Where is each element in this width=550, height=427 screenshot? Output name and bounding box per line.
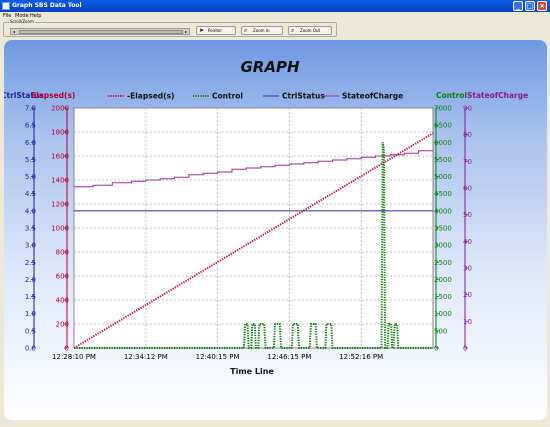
axis-tick-label: 3500 — [434, 225, 452, 233]
series-line-3 — [74, 150, 433, 188]
axis-tick-label: 5000 — [434, 173, 452, 181]
axis-tick-label: 60 — [463, 185, 472, 193]
axis-tick-label: 2000 — [434, 276, 452, 284]
x-tick-label: 12:40:15 PM — [196, 353, 240, 361]
scrollbar-thumb[interactable] — [19, 30, 183, 34]
pointer-button[interactable]: ➤ Pointer — [196, 26, 236, 35]
x-axis-label: Time Line — [230, 367, 274, 376]
axis-tick-label: 80 — [463, 131, 472, 139]
zoom-out-button[interactable]: ⌕ Zoom Out — [288, 26, 332, 35]
axis-tick-label: 3.0 — [25, 242, 36, 250]
x-tick-label: 12:46:15 PM — [267, 353, 311, 361]
axis-tick-label: 200 — [56, 321, 69, 329]
pointer-icon: ➤ — [199, 27, 205, 34]
axis-tick-label: 4500 — [434, 190, 452, 198]
scroll-zoom-label: Scroll/Zoom — [9, 19, 35, 24]
axis-tick-label: 1000 — [51, 225, 69, 233]
menu-bar: File Mode Help — [0, 12, 550, 21]
pointer-label: Pointer — [208, 28, 223, 33]
zoom-out-label: Zoom Out — [300, 28, 321, 33]
legend-label: StateofCharge — [342, 92, 403, 101]
axis-tick-label: 3.5 — [25, 225, 36, 233]
axis-tick-label: 1800 — [51, 129, 69, 137]
axis-title-ctrlstatus: CtrlStatus — [4, 91, 44, 100]
x-tick-label: 12:52:16 PM — [339, 353, 383, 361]
axis-tick-label: 0.5 — [25, 327, 36, 335]
axis-tick-label: 1500 — [434, 293, 452, 301]
axis-tick-label: 0 — [463, 345, 467, 353]
axis-tick-label: 1.0 — [25, 310, 36, 318]
series-line-0 — [73, 132, 434, 349]
axis-tick-label: 90 — [463, 105, 472, 113]
axis-tick-label: 3000 — [434, 242, 452, 250]
axis-tick-label: 4.0 — [25, 207, 36, 215]
axis-tick-label: 5.0 — [25, 173, 36, 181]
app-icon — [2, 2, 10, 10]
menu-file[interactable]: File — [3, 13, 12, 19]
graph-panel: 12:28:10 PM 12:34:12 PM 12:40:15 PM 12:46:1… — [4, 40, 547, 420]
axis-tick-label: 800 — [56, 249, 69, 257]
axis-tick-label: 4.5 — [25, 190, 36, 198]
axis-tick-label: 7000 — [434, 105, 452, 113]
axis-tick-label: 2000 — [51, 105, 69, 113]
axis-tick-label: 0.0 — [25, 345, 36, 353]
axis-tick-label: 1400 — [51, 177, 69, 185]
zoom-in-label: Zoom In — [253, 28, 270, 33]
axis-tick-label: 2.5 — [25, 259, 36, 267]
menu-mode[interactable]: Mode — [15, 13, 29, 19]
axis-tick-label: 500 — [434, 327, 447, 335]
x-tick-label: 12:28:10 PM — [52, 353, 96, 361]
axis-tick-label: 2.0 — [25, 276, 36, 284]
legend-label: CtrlStatus — [282, 92, 325, 101]
axis-tick-label: 600 — [56, 273, 69, 281]
axis-tick-label: 10 — [463, 318, 472, 326]
axis-tick-label: 5500 — [434, 156, 452, 164]
axis-tick-label: 0 — [65, 345, 69, 353]
axis-title-elapsed: Elapsed(s) — [31, 91, 75, 100]
window-title: Graph SBS Data Tool — [12, 2, 82, 9]
scroll-left-icon[interactable]: ◂ — [12, 29, 15, 34]
axis-tick-label: 1.5 — [25, 293, 36, 301]
close-button[interactable]: × — [537, 1, 547, 11]
maximize-button[interactable]: □ — [525, 1, 535, 11]
axis-tick-label: 6.5 — [25, 122, 36, 130]
axis-tick-label: 400 — [56, 297, 69, 305]
menu-help[interactable]: Help — [30, 13, 42, 19]
axis-tick-label: 6000 — [434, 139, 452, 147]
zoom-in-button[interactable]: ⌕ Zoom In — [241, 26, 283, 35]
legend-label: -Elapsed(s) — [127, 92, 174, 101]
axis-title-stateofcharge: StateofCharge — [467, 91, 528, 100]
axis-tick-label: 30 — [463, 265, 472, 273]
chart-title: GRAPH — [240, 58, 299, 76]
plot-area — [73, 107, 434, 349]
axis-tick-label: 1000 — [434, 310, 452, 318]
axis-tick-label: 4000 — [434, 207, 452, 215]
axis-tick-label: 0 — [434, 345, 438, 353]
series-line-1 — [74, 142, 433, 349]
minimize-button[interactable]: _ — [513, 1, 523, 11]
axis-tick-label: 20 — [463, 291, 472, 299]
axis-tick-label: 7.0 — [25, 105, 36, 113]
magnifier-icon: ⌕ — [244, 27, 248, 34]
title-bar: Graph SBS Data Tool _ □ × — [0, 0, 550, 12]
axis-title-control: Control — [436, 91, 467, 100]
scroll-right-icon[interactable]: ▸ — [184, 29, 187, 34]
time-scrollbar[interactable]: ◂ ▸ — [10, 28, 190, 35]
axis-tick-label: 6500 — [434, 122, 452, 130]
axis-tick-label: 1200 — [51, 201, 69, 209]
axis-tick-label: 2500 — [434, 259, 452, 267]
axis-tick-label: 1600 — [51, 153, 69, 161]
legend-label: Control — [212, 92, 243, 101]
axis-tick-label: 40 — [463, 238, 472, 246]
axis-tick-label: 70 — [463, 158, 472, 166]
axis-tick-label: 50 — [463, 211, 472, 219]
graph-chart[interactable]: 12:28:10 PM 12:34:12 PM 12:40:15 PM 12:46:1… — [4, 40, 547, 420]
axis-tick-label: 5.5 — [25, 156, 36, 164]
x-tick-label: 12:34:12 PM — [124, 353, 168, 361]
magnifier-icon: ⌕ — [291, 27, 295, 34]
scroll-zoom-group: Scroll/Zoom ◂ ▸ ➤ Pointer ⌕ Zoom In ⌕ Zo… — [3, 19, 337, 37]
axis-tick-label: 6.0 — [25, 139, 36, 147]
